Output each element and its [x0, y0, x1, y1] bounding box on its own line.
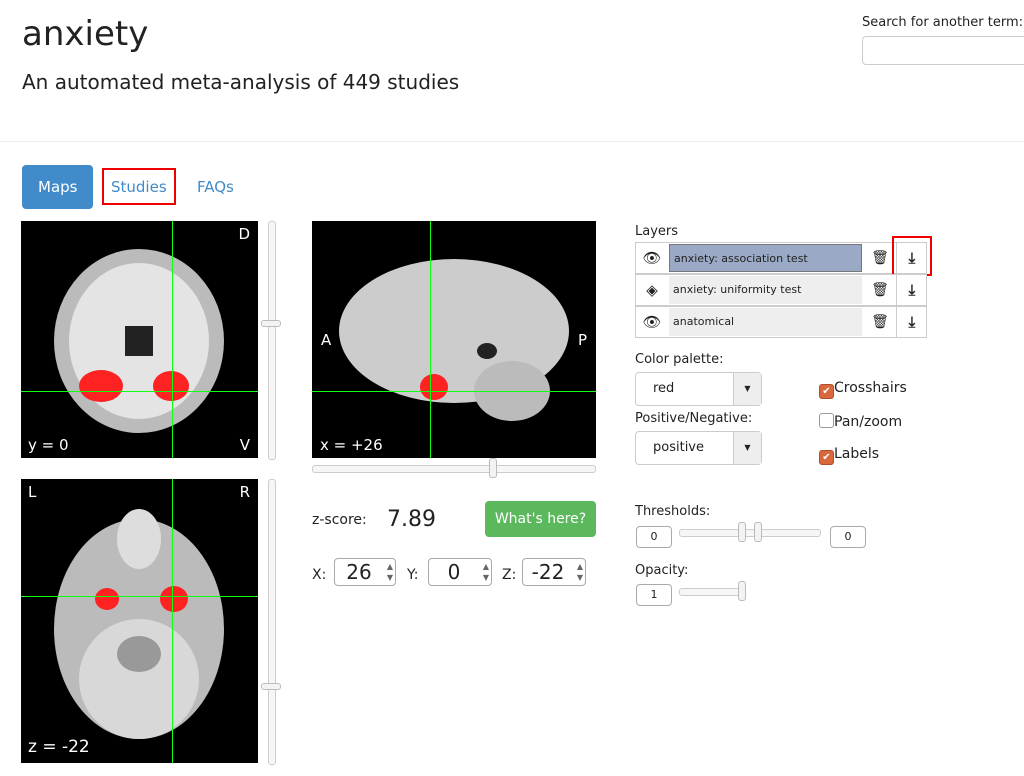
- search-label: Search for another term:: [862, 15, 1024, 30]
- eye-slash-icon[interactable]: ◈: [646, 281, 658, 299]
- zscore-label: z-score:: [312, 512, 367, 528]
- spinner-icon[interactable]: ▲ ▼: [576, 562, 583, 582]
- z-label: Z:: [502, 567, 517, 583]
- crosshair-horizontal: [21, 596, 258, 597]
- slider-handle[interactable]: [738, 581, 746, 601]
- orientation-label: L: [28, 483, 37, 501]
- crosshair-vertical: [172, 479, 173, 763]
- x-label: X:: [312, 567, 327, 583]
- slider-handle[interactable]: [261, 683, 281, 690]
- labels-checkbox[interactable]: ✔ Labels: [819, 446, 879, 465]
- tab-maps[interactable]: Maps: [22, 165, 94, 209]
- spinner-icon[interactable]: ▲ ▼: [386, 562, 393, 582]
- checkbox-checked-icon[interactable]: ✔: [819, 384, 834, 399]
- crosshairs-label: Crosshairs: [834, 380, 907, 396]
- coronal-brain-image: [54, 249, 224, 433]
- caret-down-icon: ▼: [733, 432, 761, 464]
- orientation-label: D: [238, 225, 250, 243]
- slider-handle[interactable]: [261, 320, 281, 327]
- layer-name[interactable]: anxiety: uniformity test: [669, 276, 862, 304]
- opacity-input[interactable]: 1: [636, 584, 672, 606]
- palette-value: red: [653, 381, 675, 396]
- posneg-select[interactable]: positive ▼: [635, 431, 762, 465]
- layer-row[interactable]: 👁 anatomical 🗑 ⤓: [635, 306, 927, 338]
- page-subtitle: An automated meta-analysis of 449 studie…: [22, 70, 460, 94]
- orientation-label: R: [239, 483, 250, 501]
- crosshair-vertical: [430, 221, 431, 458]
- eye-icon[interactable]: 👁: [642, 313, 662, 331]
- threshold-low-input[interactable]: 0: [636, 526, 672, 548]
- tab-faqs[interactable]: FAQs: [197, 178, 234, 196]
- whats-here-button[interactable]: What's here?: [485, 501, 596, 537]
- orientation-label: A: [321, 331, 332, 349]
- panzoom-label: Pan/zoom: [834, 414, 903, 430]
- posneg-label: Positive/Negative:: [635, 411, 753, 426]
- sagittal-brain-image: [339, 259, 569, 421]
- caret-down-icon: ▼: [733, 373, 761, 405]
- download-icon[interactable]: ⤓: [908, 249, 916, 267]
- y-input[interactable]: 0 ▲ ▼: [428, 558, 492, 586]
- crosshairs-checkbox[interactable]: ✔ Crosshairs: [819, 380, 907, 399]
- tab-studies[interactable]: Studies: [102, 168, 176, 205]
- palette-select[interactable]: red ▼: [635, 372, 762, 406]
- coronal-slider[interactable]: [261, 221, 281, 460]
- x-input[interactable]: 26 ▲ ▼: [334, 558, 396, 586]
- sagittal-view[interactable]: A P x = +26: [312, 221, 596, 458]
- opacity-slider[interactable]: [679, 581, 746, 601]
- zscore-value: 7.89: [387, 507, 436, 532]
- coord-label: x = +26: [320, 436, 383, 454]
- slider-handle[interactable]: [738, 522, 746, 542]
- eye-icon[interactable]: 👁: [642, 249, 662, 267]
- layer-name[interactable]: anatomical: [669, 308, 862, 336]
- coord-label: y = 0: [28, 436, 69, 454]
- coord-label: z = -22: [28, 737, 90, 757]
- y-label: Y:: [407, 567, 419, 583]
- axial-brain-image: [54, 509, 224, 739]
- opacity-label: Opacity:: [635, 563, 689, 578]
- crosshair-vertical: [172, 221, 173, 458]
- z-value: -22: [531, 560, 565, 584]
- axial-view[interactable]: L R z = -22: [21, 479, 258, 763]
- orientation-label: V: [239, 436, 250, 454]
- palette-label: Color palette:: [635, 352, 724, 367]
- trash-icon[interactable]: 🗑: [864, 243, 897, 273]
- page-title: anxiety: [22, 14, 149, 54]
- checkbox-checked-icon[interactable]: ✔: [819, 450, 834, 465]
- slider-handle[interactable]: [489, 458, 497, 478]
- highlight-box: [892, 236, 932, 276]
- spinner-icon[interactable]: ▲ ▼: [482, 562, 489, 582]
- thresholds-label: Thresholds:: [635, 504, 711, 519]
- threshold-slider[interactable]: [679, 522, 821, 542]
- layers-title: Layers: [635, 224, 679, 239]
- download-icon[interactable]: ⤓: [908, 313, 916, 331]
- checkbox-icon[interactable]: [819, 413, 834, 428]
- threshold-high-input[interactable]: 0: [830, 526, 866, 548]
- layer-name[interactable]: anxiety: association test: [669, 244, 862, 272]
- labels-label: Labels: [834, 446, 880, 462]
- x-value: 26: [346, 560, 372, 584]
- y-value: 0: [447, 560, 461, 584]
- trash-icon[interactable]: 🗑: [864, 307, 897, 337]
- divider: [0, 141, 1024, 142]
- sagittal-slider[interactable]: [312, 458, 596, 478]
- crosshair-horizontal: [21, 391, 258, 392]
- orientation-label: P: [577, 331, 587, 349]
- slider-handle[interactable]: [754, 522, 762, 542]
- axial-slider[interactable]: [261, 479, 281, 765]
- posneg-value: positive: [653, 440, 704, 455]
- download-icon[interactable]: ⤓: [908, 281, 916, 299]
- layer-row[interactable]: 👁 anxiety: association test 🗑 ⤓: [635, 242, 927, 274]
- crosshair-horizontal: [312, 391, 596, 392]
- panzoom-checkbox[interactable]: Pan/zoom: [819, 413, 902, 430]
- coronal-view[interactable]: D V y = 0: [21, 221, 258, 458]
- trash-icon[interactable]: 🗑: [864, 275, 897, 305]
- layer-row[interactable]: ◈ anxiety: uniformity test 🗑 ⤓: [635, 274, 927, 306]
- z-input[interactable]: -22 ▲ ▼: [522, 558, 586, 586]
- search-input[interactable]: [862, 36, 1024, 65]
